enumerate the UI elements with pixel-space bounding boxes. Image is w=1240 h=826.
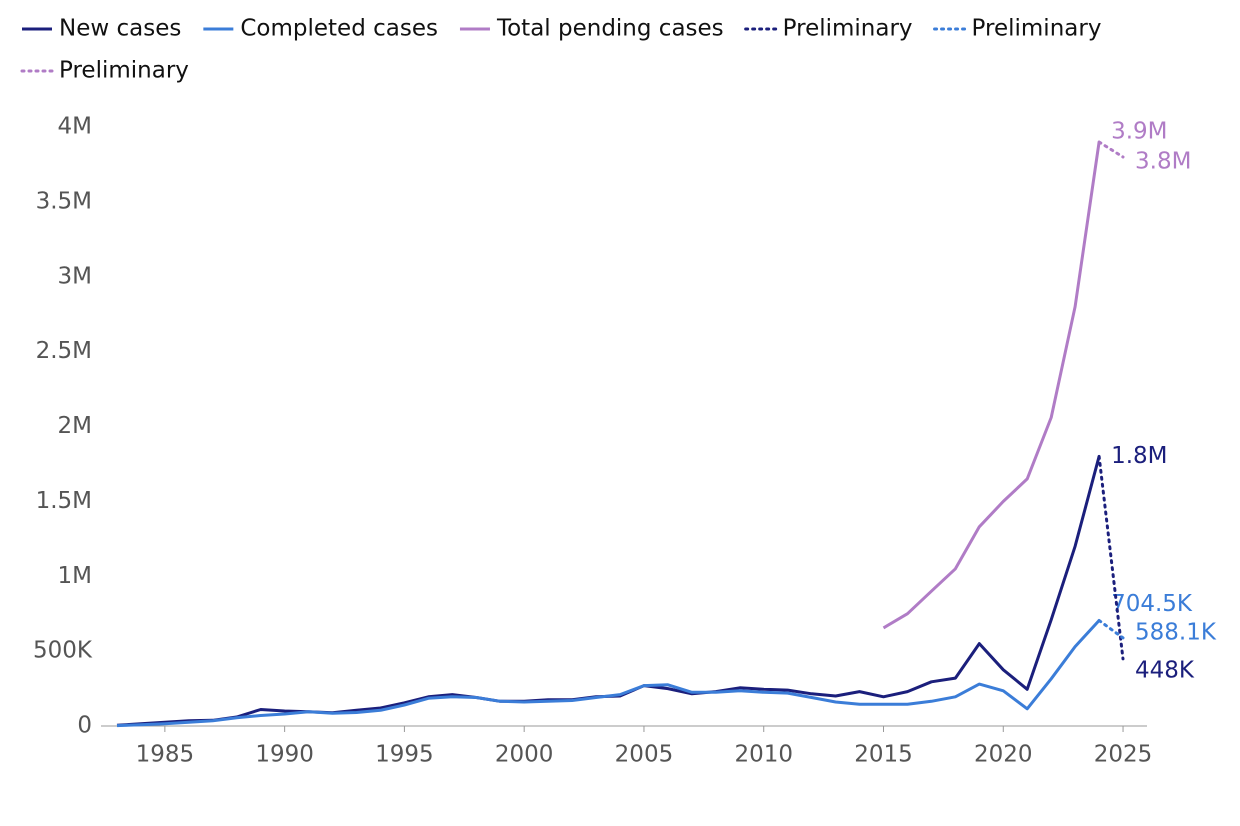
legend-label: Preliminary bbox=[783, 16, 913, 42]
y-tick-label: 2M bbox=[58, 413, 92, 439]
value-label: 588.1K bbox=[1135, 619, 1217, 645]
y-tick-label: 500K bbox=[33, 638, 93, 664]
legend-item: Preliminary bbox=[933, 16, 1102, 42]
series-line bbox=[116, 456, 1101, 727]
value-label: 3.9M bbox=[1111, 118, 1167, 144]
legend-item: Total pending cases bbox=[459, 16, 724, 42]
x-tick-label: 1990 bbox=[255, 742, 314, 768]
legend-label: Total pending cases bbox=[496, 16, 724, 42]
series-line bbox=[1097, 454, 1125, 661]
value-label: 704.5K bbox=[1111, 591, 1193, 617]
x-tick-label: 1995 bbox=[375, 742, 434, 768]
legend-label: Completed cases bbox=[240, 16, 438, 42]
y-tick-label: 4M bbox=[58, 114, 92, 140]
x-tick-label: 2005 bbox=[615, 742, 674, 768]
series-line bbox=[882, 141, 1101, 630]
legend-item: Preliminary bbox=[744, 16, 913, 42]
legend-item: Preliminary bbox=[20, 58, 189, 84]
value-label: 448K bbox=[1135, 657, 1195, 683]
series-line bbox=[1097, 140, 1125, 159]
y-tick-label: 1M bbox=[58, 563, 92, 589]
legend-label: New cases bbox=[59, 16, 181, 42]
x-tick-label: 2000 bbox=[495, 742, 554, 768]
legend-item: Completed cases bbox=[203, 16, 438, 42]
y-tick-label: 1.5M bbox=[36, 488, 92, 514]
value-label: 1.8M bbox=[1111, 443, 1167, 469]
value-label: 3.8M bbox=[1135, 148, 1191, 174]
legend-label: Preliminary bbox=[59, 58, 189, 84]
y-tick-label: 3M bbox=[58, 263, 92, 289]
y-tick-label: 0 bbox=[77, 713, 92, 739]
series-line bbox=[1097, 619, 1125, 640]
x-tick-label: 2010 bbox=[734, 742, 793, 768]
legend-label: Preliminary bbox=[972, 16, 1102, 42]
legend-item: New cases bbox=[22, 16, 181, 42]
series-line bbox=[116, 619, 1101, 728]
x-tick-label: 2020 bbox=[974, 742, 1033, 768]
x-tick-label: 2025 bbox=[1094, 742, 1153, 768]
x-tick-label: 2015 bbox=[854, 742, 913, 768]
y-tick-label: 2.5M bbox=[36, 338, 92, 364]
x-tick-label: 1985 bbox=[136, 742, 195, 768]
y-tick-label: 3.5M bbox=[36, 188, 92, 214]
